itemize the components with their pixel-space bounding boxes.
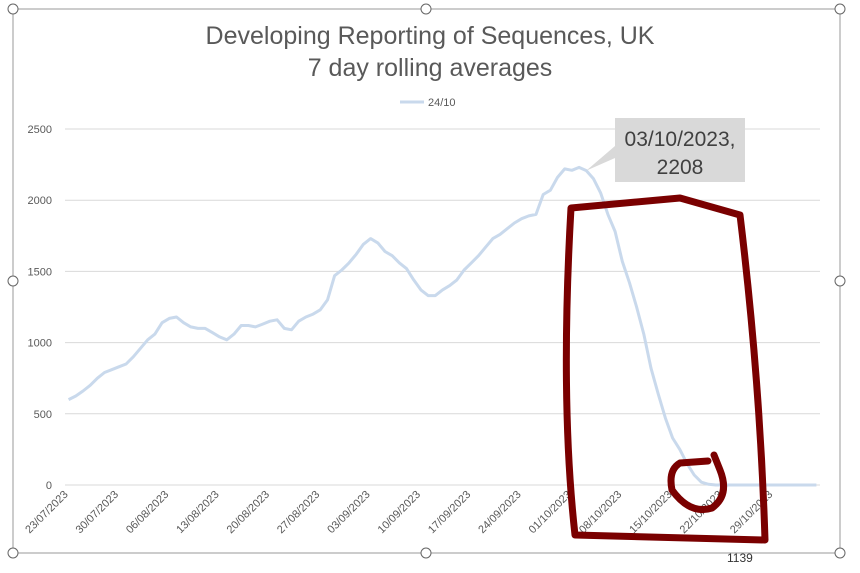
hand-circle	[667, 451, 728, 513]
handle	[7, 275, 19, 287]
hand-drawing	[562, 194, 769, 544]
hand-rectangle	[562, 194, 769, 544]
handle	[7, 547, 19, 559]
callout-value: 2208	[657, 156, 704, 179]
handle	[420, 3, 432, 15]
chart-frame	[12, 8, 841, 554]
y-tick-label: 0	[46, 480, 52, 492]
callout-fill	[615, 118, 745, 182]
y-tick-label: 1500	[28, 266, 52, 278]
y-tick-label: 500	[34, 409, 52, 421]
chart-subtitle: 7 day rolling averages	[308, 54, 553, 82]
handle	[834, 3, 846, 15]
chart-title: Developing Reporting of Sequences, UK	[206, 22, 655, 50]
handle	[834, 547, 846, 559]
y-tick-label: 2000	[28, 195, 52, 207]
handle	[7, 3, 19, 15]
y-tick-label: 1000	[28, 338, 52, 350]
series-line	[67, 165, 817, 487]
handle	[420, 547, 432, 559]
sheet-cell: 1139	[727, 551, 753, 565]
handle	[834, 275, 846, 287]
legend-label: 24/10	[428, 97, 456, 109]
selection-handles	[7, 3, 846, 559]
y-tick-label: 2500	[28, 124, 52, 136]
callout-label: 03/10/2023,	[625, 128, 736, 151]
